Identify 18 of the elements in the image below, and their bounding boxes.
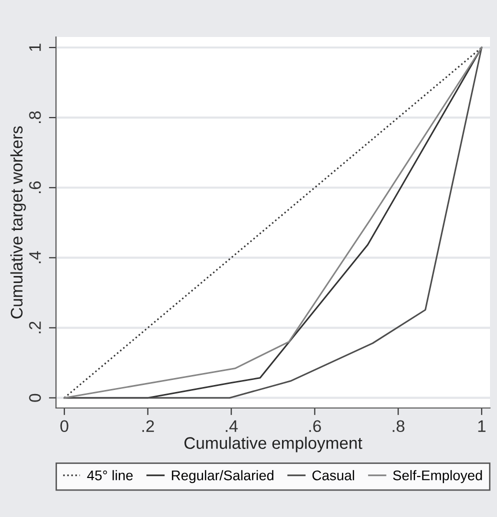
legend-label: 45° line [87, 470, 133, 480]
y-axis-title: Cumulative target workers [10, 126, 26, 318]
x-tick-label: .2 [142, 420, 154, 432]
legend-label: Casual [312, 470, 354, 480]
y-tick-label: 0 [29, 394, 41, 402]
x-tick-label: 0 [60, 420, 68, 432]
x-tick-label: 1 [478, 420, 486, 432]
y-tick-label: .2 [29, 322, 41, 334]
x-axis-title: Cumulative employment [184, 436, 362, 452]
x-tick-label: .4 [226, 420, 238, 432]
legend-label: Self-Employed [393, 470, 482, 484]
y-tick-label: 1 [29, 44, 41, 51]
x-tick-label: .8 [392, 420, 404, 432]
y-tick-label: .4 [29, 251, 41, 264]
y-tick-label: .8 [29, 111, 41, 124]
y-tick-label: .6 [29, 181, 41, 194]
x-tick-label: .6 [309, 420, 321, 432]
legend-label: Regular/Salaried [172, 470, 274, 484]
